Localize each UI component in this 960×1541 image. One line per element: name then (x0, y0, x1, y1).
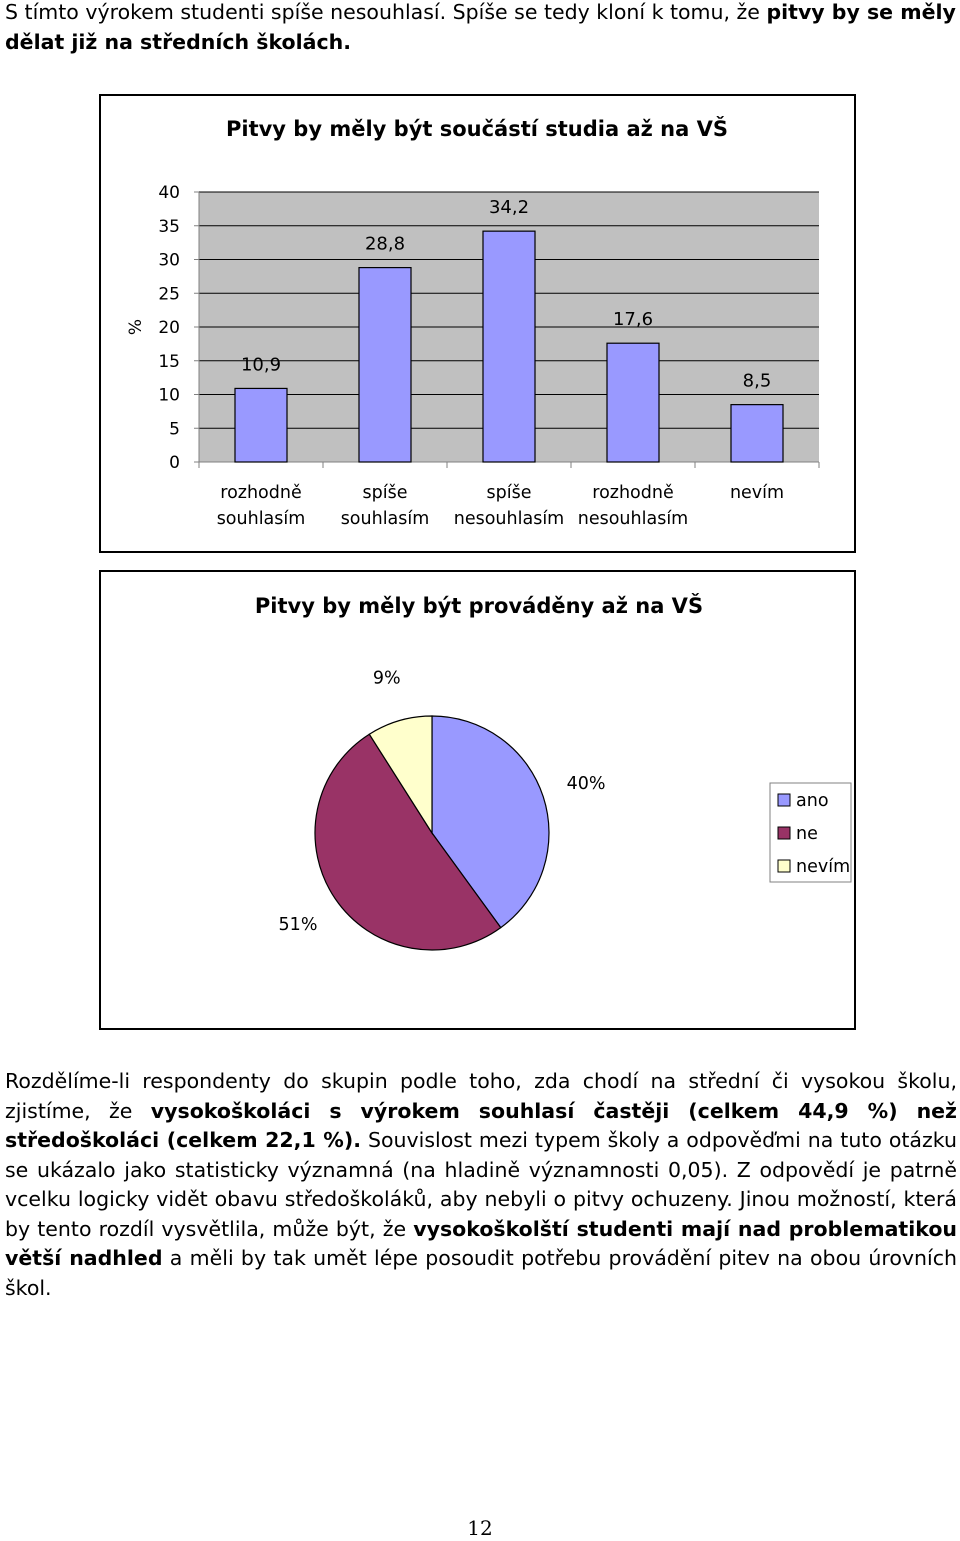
body-text-1: Rozdělíme-li respondenty do skupin podle… (5, 1069, 957, 1123)
body-bold-1: vysokoškoláci s výrokem souhlasí častěji… (5, 1098, 957, 1153)
bar-chart: Pitvy by měly být součástí studia až na … (126, 116, 820, 529)
bar-data-label: 10,9 (241, 354, 281, 375)
pie-chart: Pitvy by měly být prováděny až na VŠ 40% 5… (255, 593, 852, 951)
body-text-3: a měli by tak umět lépe posoudit potřebu… (5, 1246, 957, 1300)
x-category-label: nesouhlasím (454, 509, 564, 529)
pie-chart-frame: Pitvy by měly být prováděny až na VŠ 40% 5… (99, 570, 856, 1030)
x-category-label: spíše (363, 483, 408, 503)
pie-slice (314, 733, 502, 951)
y-tick-label: 25 (158, 284, 180, 304)
pie-data-label: 40% (567, 774, 606, 794)
legend-label: ano (796, 791, 829, 811)
bar-data-label: 8,5 (743, 371, 772, 392)
bar (730, 404, 784, 463)
bar-data-label: 17,6 (613, 309, 653, 330)
y-tick-label: 35 (158, 217, 180, 237)
pie-chart-title: Pitvy by měly být prováděny až na VŠ (255, 593, 703, 618)
x-category-label: rozhodně (592, 483, 673, 503)
intro-text: S tímto výrokem studenti spíše nesouhlas… (5, 0, 767, 24)
pie-data-label: 9% (373, 668, 401, 688)
body-paragraph: Rozdělíme-li respondenty do skupin podle… (5, 1067, 957, 1303)
bar (358, 267, 412, 463)
pie-slice (431, 715, 550, 929)
legend-label: ne (796, 824, 818, 844)
legend-label: nevím (796, 857, 850, 877)
bar-data-label: 34,2 (489, 197, 529, 218)
bar (606, 342, 660, 463)
y-tick-label: 20 (158, 318, 180, 338)
intro-paragraph: S tímto výrokem studenti spíše nesouhlas… (5, 0, 957, 57)
x-category-label: souhlasím (217, 509, 306, 529)
legend-swatch (777, 793, 791, 807)
y-tick-label: 0 (169, 453, 180, 473)
bar-chart-title: Pitvy by měly být součástí studia až na … (226, 116, 728, 141)
legend-swatch (777, 826, 791, 840)
legend-swatch (777, 859, 791, 873)
legend: ano ne nevím (769, 782, 852, 883)
page-number: 12 (467, 1516, 493, 1540)
bar-chart-frame: Pitvy by měly být součástí studia až na … (99, 94, 856, 553)
x-category-label: souhlasím (341, 509, 430, 529)
x-category-label: nevím (730, 483, 784, 503)
y-axis-label: % (126, 319, 146, 335)
bar (482, 230, 536, 463)
intro-bold-text: pitvy by se měly dělat již na středních … (5, 0, 956, 54)
body-bold-2: vysokoškolští studenti mají nad problema… (5, 1216, 957, 1271)
bar (234, 387, 288, 463)
y-tick-label: 5 (169, 419, 180, 439)
y-tick-label: 40 (158, 183, 180, 203)
x-category-label: rozhodně (220, 483, 301, 503)
y-tick-label: 30 (158, 251, 180, 271)
y-tick-label: 15 (158, 352, 180, 372)
pie-data-label: 51% (279, 915, 318, 935)
x-category-label: nesouhlasím (578, 509, 688, 529)
body-text-2: Souvislost mezi typem školy a odpověďmi … (5, 1128, 957, 1241)
pie-slice (368, 715, 433, 836)
bar-data-label: 28,8 (365, 234, 405, 255)
x-category-label: spíše (487, 483, 532, 503)
y-tick-label: 10 (158, 386, 180, 406)
